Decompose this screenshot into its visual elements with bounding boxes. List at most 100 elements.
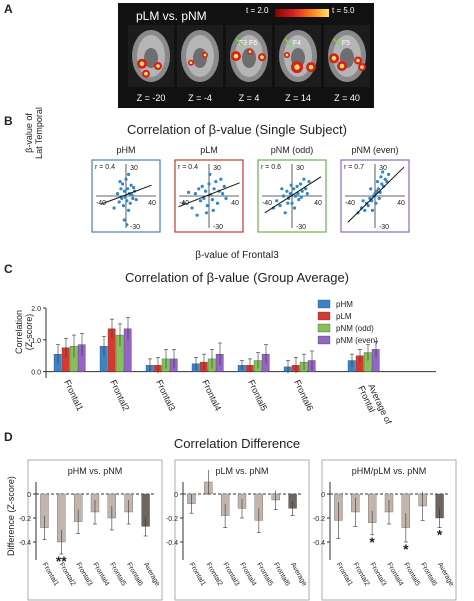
y-tick-label: -0.2 <box>166 516 178 523</box>
brain-slices: Z = -20 Z = -4 F3 F6 Z = 4 F4 Z = 14 F5 Z = 40 <box>128 25 370 103</box>
legend-label: pHM <box>336 300 353 309</box>
scatter-point <box>200 184 204 188</box>
scatter-point <box>204 211 209 215</box>
activation-peak <box>260 55 264 59</box>
difference-subplot-title: pLM vs. pNM <box>215 466 268 476</box>
brain-slices-panel: pLM vs. pNM t = 2.0 t = 5.0 Z = -20 Z = -… <box>118 3 374 108</box>
scatter-point <box>283 211 287 215</box>
scatter-point <box>377 196 381 200</box>
scatter-point <box>278 204 282 208</box>
scatter-point <box>204 189 208 193</box>
x-tick-min: -40 <box>262 200 272 207</box>
scatter-point <box>132 186 136 190</box>
scatter-point <box>198 199 203 203</box>
difference-subplot: pHM/pLM vs. pNM 0 -0.2 -0.4 Frontal1Frontal2… <box>313 459 457 601</box>
category-label: Frontal4 <box>385 562 404 588</box>
y-tick-label: 0.0 <box>31 370 41 377</box>
fit-line <box>347 166 405 223</box>
fit-line <box>178 182 240 208</box>
category-label: Frontal3 <box>221 562 240 588</box>
category-label: Frontal6 <box>272 562 291 588</box>
contrast-title: pLM vs. pNM <box>136 9 207 23</box>
scatter-point <box>295 184 299 188</box>
scatter-point <box>366 204 370 208</box>
scatter-subplot: pHM r = 0.4 30 -30 -40 40 <box>91 145 161 233</box>
scatter-point <box>119 187 123 191</box>
scatter-point <box>207 182 211 186</box>
scatter-point <box>296 192 300 196</box>
category-label: Average <box>142 562 161 588</box>
x-tick-min: -40 <box>345 200 355 207</box>
brain-slice: F5 <box>324 25 370 87</box>
scatter-subplot: pLM r = 0.4 30 -30 -40 40 <box>174 145 244 233</box>
y-tick-label: -0.2 <box>19 516 31 523</box>
t-high-label: t = 5.0 <box>332 6 355 15</box>
region-arrow <box>284 38 292 46</box>
subplot-frame <box>174 459 310 601</box>
scatter-point <box>364 201 369 205</box>
y-tick-min: -30 <box>130 224 140 231</box>
panel-c-title: Correlation of β-value (Group Average) <box>124 270 349 285</box>
scatter-point <box>275 199 279 203</box>
scatter-point <box>121 204 126 208</box>
scatter-subplot: pNM (odd) r = 0.6 30 -30 -40 40 <box>257 145 327 233</box>
scatter-point <box>120 196 124 200</box>
bar-plot: 2.0 1.0 0.0 Frontal1 Frontal2 Frontal3 Frontal… <box>31 299 436 426</box>
legend-swatch <box>317 299 331 309</box>
scatter-point <box>197 187 201 191</box>
panel-label-c: C <box>4 262 13 276</box>
scatter-subplot-title: pNM (odd) <box>271 145 314 155</box>
y-tick-min: -30 <box>296 224 306 231</box>
scatter-point <box>126 208 131 212</box>
subplot-frame <box>321 459 457 601</box>
scatter-point <box>370 208 375 212</box>
scatter-point <box>307 180 311 184</box>
category-label: Frontal2 <box>352 562 371 588</box>
scatter-point <box>212 187 216 191</box>
correlation-r-label: r = 0.4 <box>178 164 198 171</box>
brain-slice <box>128 25 174 87</box>
scatter-point <box>290 201 294 205</box>
brain-core <box>144 48 158 68</box>
category-label: Frontal4 <box>91 562 110 588</box>
category-label: Frontal4 <box>200 378 223 412</box>
scatter-point <box>215 201 220 205</box>
scatter-point <box>224 196 228 200</box>
scatter-point <box>375 180 380 184</box>
category-label: Frontal6 <box>292 378 315 412</box>
activation-peak <box>356 58 360 63</box>
scatter-point <box>376 187 380 191</box>
scatter-point <box>122 189 126 193</box>
x-tick-max: 40 <box>314 200 322 207</box>
scatter-point <box>387 172 391 176</box>
scatter-point <box>208 172 212 176</box>
scatter-point <box>281 194 286 198</box>
scatter-point <box>130 193 134 197</box>
region-arrow <box>235 38 243 46</box>
y-tick-min: -30 <box>213 224 223 231</box>
y-tick-label: 2.0 <box>31 306 41 313</box>
activation-peak <box>156 64 160 68</box>
scatter-point <box>374 201 378 205</box>
scatter-point <box>381 184 386 188</box>
scatter-point <box>126 187 130 191</box>
scatter-point <box>289 183 293 187</box>
y-tick-label: -0.2 <box>313 516 325 523</box>
correlation-r-label: r = 0.7 <box>344 164 364 171</box>
category-label: Frontal2 <box>205 562 224 588</box>
x-tick-max: 40 <box>231 200 239 207</box>
scatter-subplot-title: pLM <box>200 145 218 155</box>
scatter-point <box>363 208 367 212</box>
y-tick-max: 30 <box>130 165 138 172</box>
region-label: F4 <box>293 40 301 47</box>
category-label: Frontal5 <box>108 562 127 588</box>
difference-subplot-title: pHM/pLM vs. pNM <box>352 466 427 476</box>
significance-marker: ** <box>56 553 67 569</box>
scatter-point <box>125 199 129 203</box>
category-label: Frontal2 <box>108 378 131 412</box>
scatter-point <box>385 180 389 184</box>
group-average-chart: 2.0 1.0 0.0 Frontal1 Frontal2 Frontal3 Frontal… <box>31 299 436 426</box>
region-label: F3 F6 <box>239 40 257 47</box>
scatter-point <box>380 182 384 186</box>
y-tick-max: 30 <box>296 165 304 172</box>
